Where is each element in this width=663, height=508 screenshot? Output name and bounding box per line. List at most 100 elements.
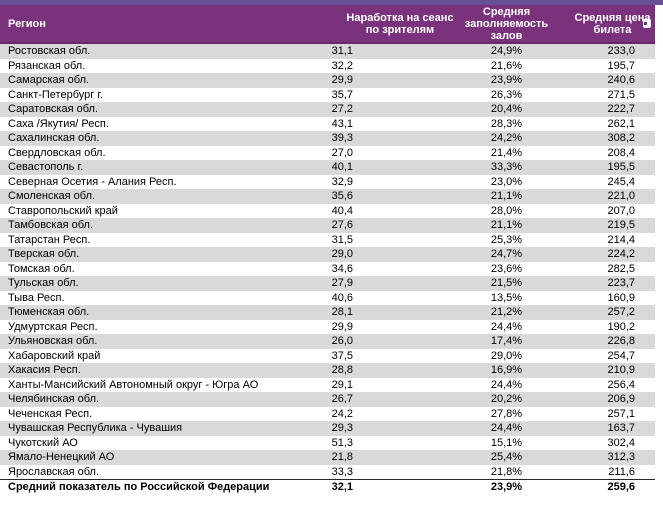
avg-occupancy-cell: 21,4% [490,146,523,159]
region-cell: Татарстан Респ. [8,233,91,246]
region-cell: Хабаровский край [8,349,101,362]
region-cell: Тыва Респ. [8,291,65,304]
avg-ticket-price-cell: 195,5 [607,161,635,173]
summary-row: Средний показатель по Российской Федерац… [0,479,655,495]
table-row: Тюменская обл. 28,1 21,2% 257,2 [0,305,655,320]
regions-stats-table: Регион Наработка на сеанс по зрителям Ср… [0,5,655,495]
column-header-avg-occupancy: Средняя заполняемость залов [455,5,558,44]
region-cell: Чувашская Республика - Чувашия [8,422,183,434]
avg-ticket-price-cell: 163,7 [607,422,635,434]
avg-occupancy-cell: 25,4% [490,451,523,463]
per-session-viewers-cell: 28,8 [331,364,353,376]
avg-occupancy-cell: 21,2% [490,306,523,318]
table-row: Тыва Респ. 40,6 13,5% 160,9 [0,290,655,305]
avg-ticket-price-cell: 214,4 [607,233,635,246]
avg-occupancy-cell: 23,6% [490,262,523,275]
table-row: Ханты-Мансийский Автономный округ - Югра… [0,377,655,392]
table-row: Удмуртская Респ. 29,9 24,4% 190,2 [0,319,655,334]
avg-ticket-price-cell: 271,5 [607,88,635,101]
table-row: Хабаровский край 37,5 29,0% 254,7 [0,348,655,363]
region-cell: Ростовская обл. [8,45,91,57]
region-cell: Саратовская обл. [8,103,99,115]
region-cell: Ярославская обл. [8,465,100,478]
avg-occupancy-cell: 21,8% [490,465,523,478]
column-header-avg-ticket-price: Средняя цена билета [558,5,655,44]
table-row: Татарстан Респ. 31,5 25,3% 214,4 [0,232,655,247]
top-accent-strip [0,0,663,5]
table-row: Саратовская обл. 27,2 20,4% 222,7 [0,102,655,117]
region-cell: Удмуртская Респ. [8,320,98,333]
per-session-viewers-cell: 27,2 [331,103,353,115]
region-cell: Хакасия Респ. [8,364,81,376]
avg-occupancy-cell: 24,4% [490,378,523,391]
table-row: Северная Осетия - Алания Респ. 32,9 23,0% 2… [0,174,655,189]
summary-avg-ticket-price-cell: 259,6 [558,479,655,495]
table-row: Ярославская обл. 33,3 21,8% 211,6 [0,464,655,480]
avg-ticket-price-cell: 257,1 [607,407,635,420]
per-session-viewers-cell: 43,1 [331,117,353,130]
avg-occupancy-cell: 28,3% [490,117,523,130]
per-session-viewers-cell: 31,5 [331,233,353,246]
avg-occupancy-cell: 20,4% [490,103,523,115]
avg-ticket-price-cell: 219,5 [607,219,635,231]
per-session-viewers-cell: 21,8 [331,451,353,463]
table-row: Самарская обл. 29,9 23,9% 240,6 [0,73,655,88]
table-row: Чукотский АО 51,3 15,1% 302,4 [0,435,655,450]
avg-occupancy-cell: 27,8% [490,407,523,420]
per-session-viewers-cell: 29,0 [331,248,353,260]
table-body: Ростовская обл. 31,1 24,9% 233,0 Рязанская о… [0,43,655,495]
avg-ticket-price-cell: 195,7 [607,59,635,72]
avg-occupancy-cell: 20,2% [490,393,523,405]
avg-occupancy-cell: 25,3% [490,233,523,246]
per-session-viewers-cell: 37,5 [331,349,353,362]
marker-dot [644,22,647,25]
region-cell: Саха /Якутия/ Респ. [8,117,109,130]
avg-ticket-price-cell: 210,9 [607,364,635,376]
region-cell: Севастополь г. [8,161,84,173]
avg-occupancy-cell: 24,4% [490,422,523,434]
table-row: Саха /Якутия/ Респ. 43,1 28,3% 262,1 [0,116,655,131]
avg-ticket-price-cell: 206,9 [607,393,635,405]
avg-ticket-price-cell: 208,4 [607,146,635,159]
table-row: Чеченская Респ. 24,2 27,8% 257,1 [0,406,655,421]
per-session-viewers-cell: 31,1 [331,45,353,57]
per-session-viewers-cell: 34,6 [331,262,353,275]
region-cell: Смоленская обл. [8,190,96,202]
avg-occupancy-cell: 24,9% [490,45,523,57]
summary-region-cell: Средний показатель по Российской Федерац… [0,479,305,495]
region-cell: Самарская обл. [8,74,90,86]
avg-occupancy-cell: 21,6% [490,59,523,72]
avg-ticket-price-cell: 256,4 [607,378,635,391]
avg-ticket-price-cell: 222,7 [607,103,635,115]
avg-occupancy-cell: 24,7% [490,248,523,260]
per-session-viewers-cell: 51,3 [331,436,353,449]
table-row: Томская обл. 34,6 23,6% 282,5 [0,261,655,276]
avg-ticket-price-cell: 312,3 [607,451,635,463]
per-session-viewers-cell: 32,9 [331,175,353,188]
table-row: Рязанская обл. 32,2 21,6% 195,7 [0,58,655,73]
paste-marker-icon [643,19,651,28]
region-cell: Ульяновская обл. [8,335,98,347]
avg-ticket-price-cell: 240,6 [607,74,635,86]
per-session-viewers-cell: 29,1 [331,378,353,391]
avg-occupancy-cell: 21,1% [490,190,523,202]
table-row: Тульская обл. 27,9 21,5% 223,7 [0,276,655,291]
per-session-viewers-cell: 26,7 [331,393,353,405]
per-session-viewers-cell: 29,9 [331,74,353,86]
avg-occupancy-cell: 29,0% [490,349,523,362]
avg-occupancy-cell: 24,2% [490,132,523,144]
summary-per-session-viewers-cell: 32,1 [305,479,455,495]
per-session-viewers-cell: 29,9 [331,320,353,333]
table-row: Ставропольский край 40,4 28,0% 207,0 [0,203,655,218]
avg-occupancy-cell: 24,4% [490,320,523,333]
per-session-viewers-cell: 24,2 [331,407,353,420]
region-cell: Тамбовская обл. [8,219,94,231]
per-session-viewers-cell: 27,6 [331,219,353,231]
per-session-viewers-cell: 28,1 [331,306,353,318]
column-header-region: Регион [0,5,305,44]
avg-occupancy-cell: 28,0% [490,204,523,217]
table-row: Сахалинская обл. 39,3 24,2% 308,2 [0,131,655,146]
per-session-viewers-cell: 35,7 [331,88,353,101]
avg-ticket-price-cell: 211,6 [608,465,635,478]
table-row: Свердловская обл. 27,0 21,4% 208,4 [0,145,655,160]
